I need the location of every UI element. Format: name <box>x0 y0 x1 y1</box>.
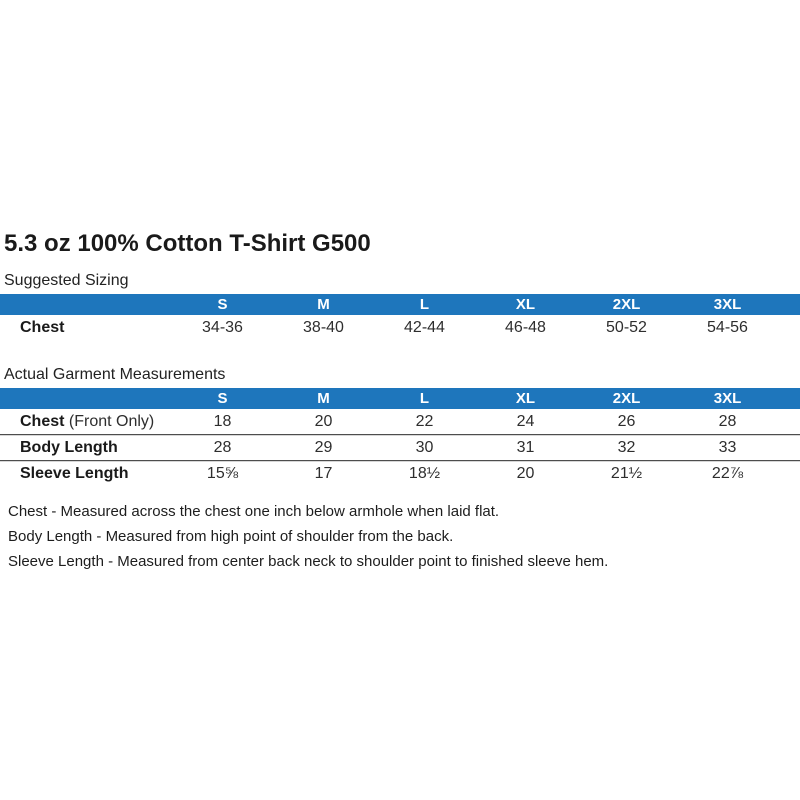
row-label-suffix: (Front Only) <box>64 412 155 430</box>
cell-value: 20 <box>475 460 576 486</box>
measurement-notes: Chest - Measured across the chest one in… <box>8 499 800 574</box>
cell-value: 46-48 <box>505 318 546 336</box>
row-label: Chest (Front Only) <box>0 409 172 435</box>
row-label-text: Sleeve Length <box>20 464 129 482</box>
column-header-xl: XL <box>475 388 576 409</box>
cell-value: 32 <box>576 434 677 461</box>
cell-value: 21½ <box>576 460 677 486</box>
note-chest: Chest - Measured across the chest one in… <box>8 503 500 520</box>
suggested-header-row: S M L XL 2XL 3XL <box>0 294 800 315</box>
row-label-text: Chest <box>20 412 65 430</box>
cell-value: 20 <box>314 412 333 430</box>
header-empty-cell <box>0 294 172 315</box>
actual-measurements-table: S M L XL 2XL 3XL Chest (Front Only) 18 2… <box>0 388 800 486</box>
column-header-s: S <box>172 388 273 409</box>
cell-value: 28 <box>718 412 737 430</box>
cell-spacer <box>778 409 800 435</box>
cell-value: 22⅞ <box>677 460 778 486</box>
row-label: Chest <box>0 315 172 340</box>
header-spacer-cell <box>778 388 800 409</box>
column-header-2xl: 2XL <box>576 294 677 315</box>
cell-value: 28 <box>172 434 273 461</box>
column-header-2xl: 2XL <box>576 388 677 409</box>
cell-value: 18½ <box>374 460 475 486</box>
cell-value: 33 <box>677 434 778 461</box>
cell-value: 31 <box>475 434 576 461</box>
note-sleeve-length: Sleeve Length - Measured from center bac… <box>8 553 609 570</box>
column-header-s: S <box>172 294 273 315</box>
cell-value: 50-52 <box>606 318 647 336</box>
cell-value: 34-36 <box>202 318 243 336</box>
header-empty-cell <box>0 388 172 409</box>
table-row-sleeve-length: Sleeve Length 15⅝ 17 18½ 20 21½ 22⅞ <box>0 460 800 486</box>
actual-header-row: S M L XL 2XL 3XL <box>0 388 800 409</box>
cell-value: 18 <box>213 412 232 430</box>
cell-value: 42-44 <box>404 318 445 336</box>
cell-value: 17 <box>273 460 374 486</box>
cell-spacer <box>778 460 800 486</box>
header-spacer-cell <box>778 294 800 315</box>
row-label-text: Body Length <box>20 438 118 456</box>
cell-spacer <box>778 315 800 340</box>
suggested-sizing-table: S M L XL 2XL 3XL Chest 34-36 38-40 42-44… <box>0 294 800 340</box>
column-header-m: M <box>273 388 374 409</box>
cell-value: 29 <box>273 434 374 461</box>
column-header-3xl: 3XL <box>677 388 778 409</box>
suggested-sizing-heading: Suggested Sizing <box>4 272 129 289</box>
cell-value: 24 <box>516 412 535 430</box>
actual-measurements-heading: Actual Garment Measurements <box>4 366 226 383</box>
column-header-m: M <box>273 294 374 315</box>
column-header-l: L <box>374 294 475 315</box>
cell-value: 22 <box>415 412 434 430</box>
cell-spacer <box>778 434 800 461</box>
table-row-body-length: Body Length 28 29 30 31 32 33 <box>0 434 800 461</box>
cell-value: 54-56 <box>707 318 748 336</box>
row-label: Sleeve Length <box>0 460 172 486</box>
note-body-length: Body Length - Measured from high point o… <box>8 528 454 545</box>
row-label-text: Chest <box>20 318 65 336</box>
column-header-l: L <box>374 388 475 409</box>
table-row-chest-front-only: Chest (Front Only) 18 20 22 24 26 28 <box>0 409 800 435</box>
cell-value: 15⅝ <box>172 460 273 486</box>
cell-value: 26 <box>617 412 636 430</box>
cell-value: 38-40 <box>303 318 344 336</box>
column-header-xl: XL <box>475 294 576 315</box>
table-row-chest: Chest 34-36 38-40 42-44 46-48 50-52 54-5… <box>0 315 800 340</box>
page-title: 5.3 oz 100% Cotton T-Shirt G500 <box>4 230 371 257</box>
row-label: Body Length <box>0 434 172 461</box>
column-header-3xl: 3XL <box>677 294 778 315</box>
cell-value: 30 <box>374 434 475 461</box>
